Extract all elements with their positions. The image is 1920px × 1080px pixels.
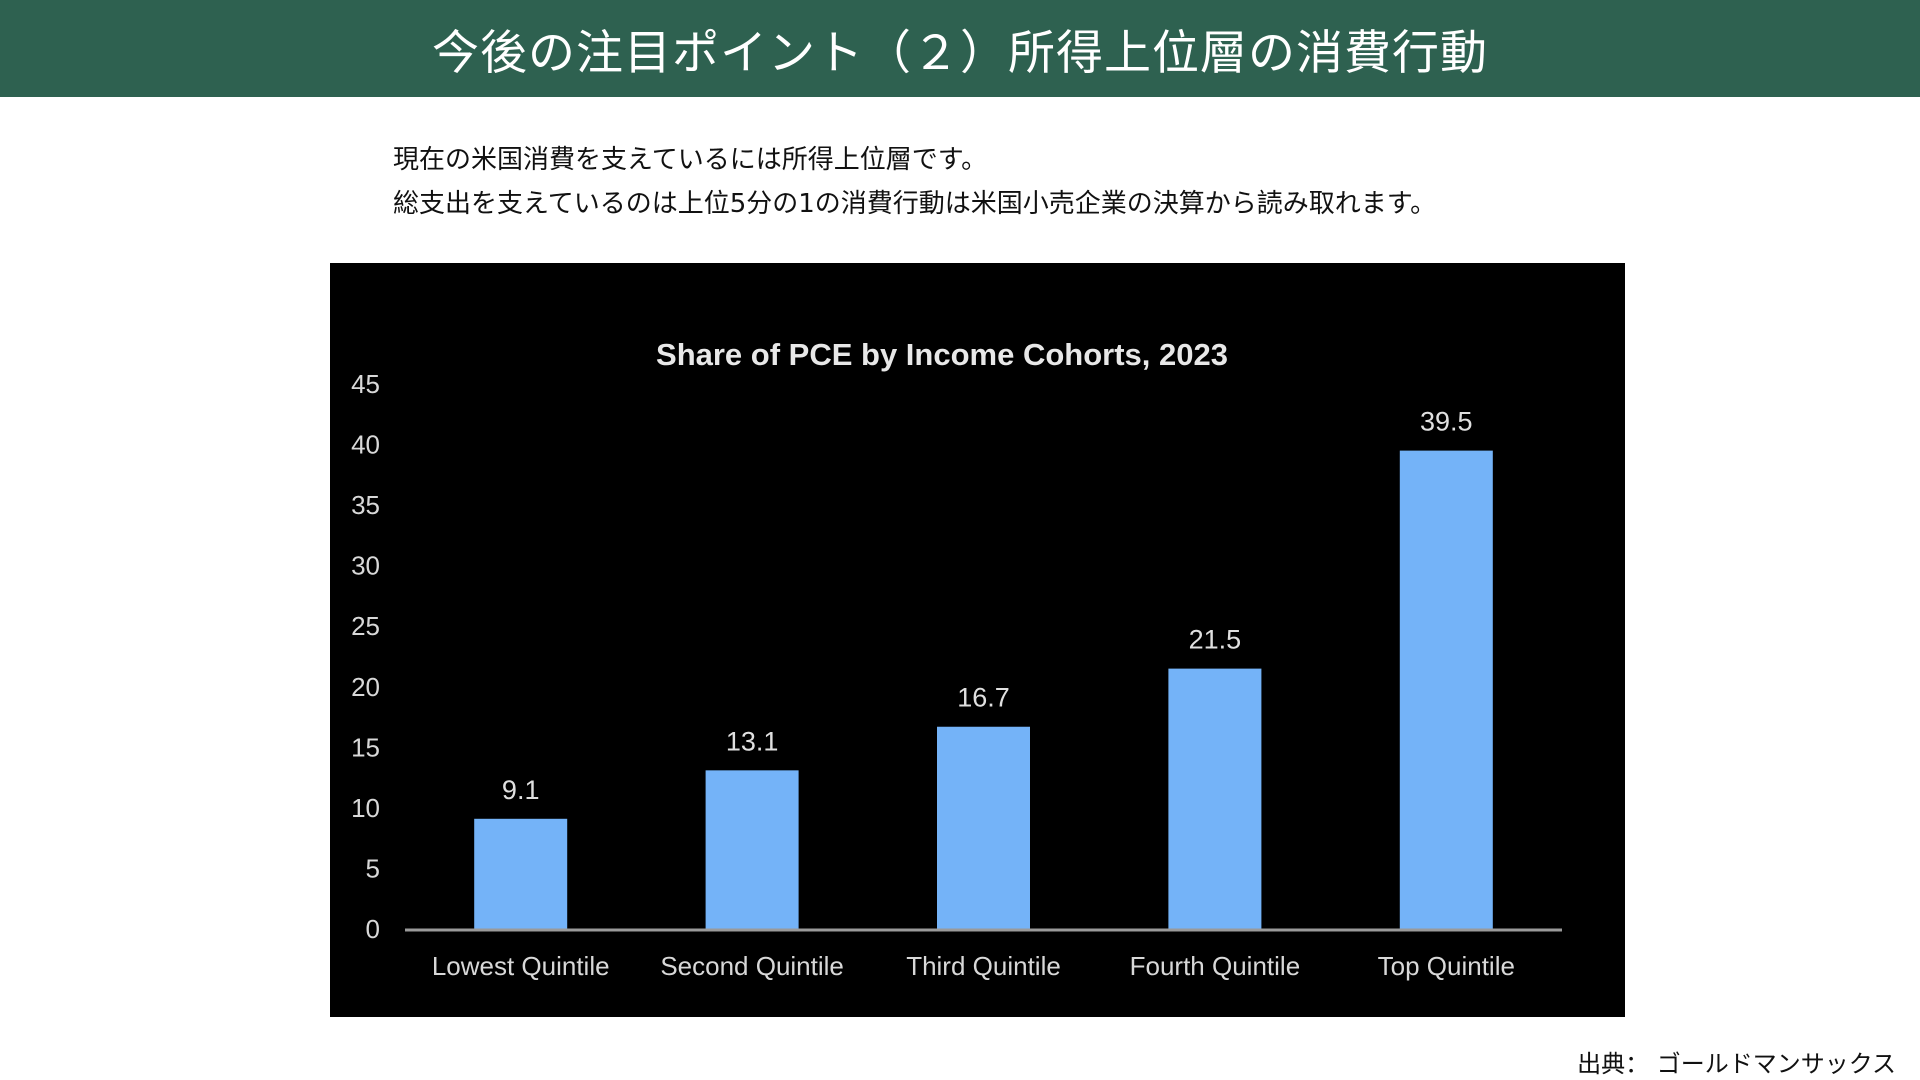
- bar-value-label: 21.5: [1189, 625, 1242, 655]
- x-tick-label: Second Quintile: [660, 951, 844, 981]
- bar: [474, 818, 568, 929]
- bars: [474, 450, 1493, 929]
- bar-value-label: 9.1: [502, 775, 540, 805]
- bar-chart: Share of PCE by Income Cohorts, 2023 0 5 1…: [351, 337, 1562, 981]
- source-note: 出典： ゴールドマンサックス: [1577, 1050, 1896, 1078]
- y-tick-label: 25: [351, 611, 380, 641]
- bar: [1168, 668, 1262, 929]
- x-tick-label: Fourth Quintile: [1130, 951, 1301, 981]
- bar: [1399, 450, 1493, 929]
- chart-panel: Share of PCE by Income Cohorts, 2023 0 5 1…: [330, 263, 1625, 1017]
- y-tick-label: 15: [351, 732, 380, 762]
- y-tick-label: 45: [351, 369, 380, 399]
- description: 現在の米国消費を支えているには所得上位層です。 総支出を支えているのは上位5分の…: [393, 138, 1436, 226]
- bar-value-label: 39.5: [1420, 407, 1473, 437]
- y-tick-label: 40: [351, 430, 380, 460]
- x-tick-label: Lowest Quintile: [432, 951, 610, 981]
- x-tick-label: Third Quintile: [906, 951, 1061, 981]
- chart-title: Share of PCE by Income Cohorts, 2023: [656, 337, 1228, 372]
- description-line-1: 現在の米国消費を支えているには所得上位層です。: [393, 145, 988, 175]
- bar: [937, 726, 1030, 929]
- y-tick-label: 35: [351, 490, 380, 520]
- data-labels: 9.1 13.1 16.7 21.5 39.5: [502, 407, 1473, 805]
- bar-value-label: 13.1: [726, 726, 779, 756]
- y-tick-label: 20: [351, 672, 380, 702]
- description-line-2: 総支出を支えているのは上位5分の1の消費行動は米国小売企業の決算から読み取れます…: [393, 189, 1437, 219]
- bar: [705, 770, 799, 929]
- x-tick-label: Top Quintile: [1378, 951, 1515, 981]
- y-tick-label: 5: [366, 853, 380, 883]
- y-axis: 0 5 10 15 20 25 30 35 40 45: [351, 369, 380, 944]
- x-axis: Lowest Quintile Second Quintile Third Quin…: [405, 928, 1562, 981]
- header-bar: 今後の注目ポイント（２）所得上位層の消費行動: [0, 0, 1920, 97]
- bar-value-label: 16.7: [957, 683, 1010, 713]
- page-title: 今後の注目ポイント（２）所得上位層の消費行動: [432, 26, 1488, 81]
- y-tick-label: 30: [351, 551, 380, 581]
- y-tick-label: 0: [366, 914, 380, 944]
- y-tick-label: 10: [351, 793, 380, 823]
